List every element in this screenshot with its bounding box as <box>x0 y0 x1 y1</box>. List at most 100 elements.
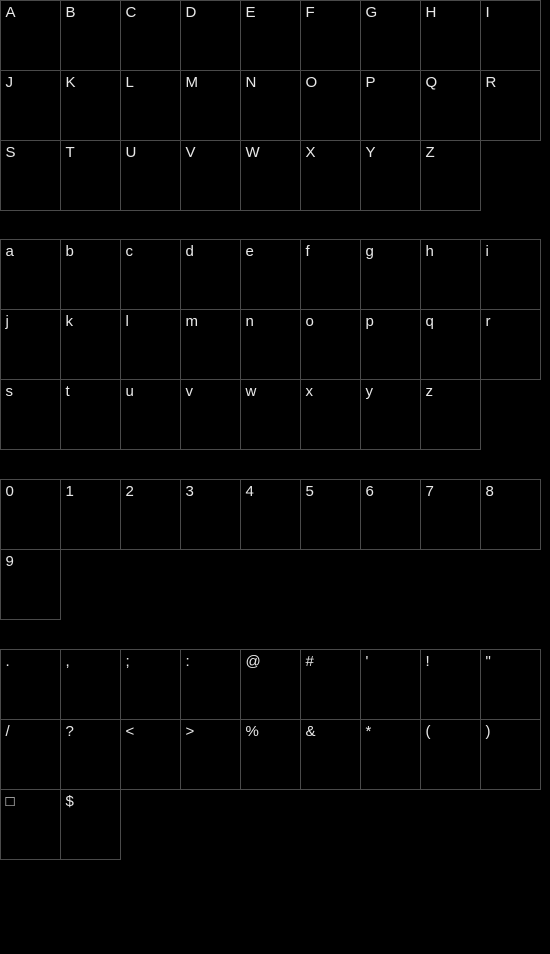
glyph-cell: ( <box>420 719 481 790</box>
glyph-cell: 3 <box>180 479 241 550</box>
glyph-char: < <box>126 724 135 739</box>
glyph-char: i <box>486 244 489 259</box>
glyph-cell: . <box>0 649 61 720</box>
glyph-cell: e <box>240 239 301 310</box>
glyph-cell: G <box>360 0 421 71</box>
glyph-cell: % <box>240 719 301 790</box>
glyph-cell: i <box>480 239 541 310</box>
glyph-char: k <box>66 314 74 329</box>
glyph-cell: t <box>60 379 121 450</box>
glyph-cell: 4 <box>240 479 301 550</box>
glyph-char: A <box>6 5 16 20</box>
glyph-char: H <box>426 5 437 20</box>
glyph-char: J <box>6 75 14 90</box>
glyph-cell: E <box>240 0 301 71</box>
glyph-char: G <box>366 5 378 20</box>
glyph-cell: U <box>120 140 181 211</box>
glyph-char: p <box>366 314 374 329</box>
glyph-cell: Q <box>420 70 481 141</box>
glyph-char: 1 <box>66 484 74 499</box>
glyph-char: ! <box>426 654 430 669</box>
glyph-cell: r <box>480 309 541 380</box>
glyph-cell: □ <box>0 789 61 860</box>
glyph-cell: ; <box>120 649 181 720</box>
glyph-char: S <box>6 145 16 160</box>
glyph-char: & <box>306 724 316 739</box>
glyph-char: Z <box>426 145 435 160</box>
glyph-char: 3 <box>186 484 194 499</box>
glyph-cell: n <box>240 309 301 380</box>
glyph-char: , <box>66 654 70 669</box>
glyph-char: z <box>426 384 434 399</box>
glyph-section-uppercase: ABCDEFGHIJKLMNOPQRSTUVWXYZ <box>0 0 549 210</box>
glyph-cell: X <box>300 140 361 211</box>
glyph-cell: W <box>240 140 301 211</box>
glyph-char: @ <box>246 654 261 669</box>
glyph-cell: > <box>180 719 241 790</box>
glyph-char: N <box>246 75 257 90</box>
glyph-cell: 6 <box>360 479 421 550</box>
glyph-cell: k <box>60 309 121 380</box>
glyph-cell: J <box>0 70 61 141</box>
glyph-char: ; <box>126 654 130 669</box>
glyph-cell: L <box>120 70 181 141</box>
glyph-char: q <box>426 314 434 329</box>
glyph-char: m <box>186 314 199 329</box>
glyph-char: x <box>306 384 314 399</box>
glyph-char: d <box>186 244 194 259</box>
glyph-cell: K <box>60 70 121 141</box>
glyph-char: X <box>306 145 316 160</box>
glyph-cell: z <box>420 379 481 450</box>
glyph-char: L <box>126 75 134 90</box>
glyph-cell: # <box>300 649 361 720</box>
glyph-cell: F <box>300 0 361 71</box>
glyph-char: w <box>246 384 257 399</box>
glyph-char: 6 <box>366 484 374 499</box>
glyph-char: . <box>6 654 10 669</box>
glyph-cell: A <box>0 0 61 71</box>
glyph-cell: 7 <box>420 479 481 550</box>
glyph-cell: < <box>120 719 181 790</box>
glyph-cell: M <box>180 70 241 141</box>
glyph-char: v <box>186 384 194 399</box>
glyph-cell: Z <box>420 140 481 211</box>
glyph-char: > <box>186 724 195 739</box>
glyph-char: e <box>246 244 254 259</box>
glyph-char: ( <box>426 724 431 739</box>
glyph-cell: m <box>180 309 241 380</box>
glyph-cell: l <box>120 309 181 380</box>
glyph-cell: u <box>120 379 181 450</box>
glyph-char: 4 <box>246 484 254 499</box>
glyph-char: M <box>186 75 199 90</box>
glyph-char: 8 <box>486 484 494 499</box>
glyph-cell: 8 <box>480 479 541 550</box>
glyph-char: E <box>246 5 256 20</box>
glyph-char: ? <box>66 724 74 739</box>
glyph-char: u <box>126 384 134 399</box>
glyph-cell: y <box>360 379 421 450</box>
glyph-cell: h <box>420 239 481 310</box>
glyph-cell: R <box>480 70 541 141</box>
glyph-cell: C <box>120 0 181 71</box>
glyph-char: W <box>246 145 260 160</box>
glyph-cell: N <box>240 70 301 141</box>
glyph-char: g <box>366 244 374 259</box>
glyph-cell: 9 <box>0 549 61 620</box>
glyph-char: f <box>306 244 310 259</box>
glyph-cell: w <box>240 379 301 450</box>
glyph-char: ' <box>366 654 369 669</box>
glyph-cell: Y <box>360 140 421 211</box>
glyph-cell: q <box>420 309 481 380</box>
glyph-char: V <box>186 145 196 160</box>
glyph-char: R <box>486 75 497 90</box>
glyph-char: % <box>246 724 259 739</box>
glyph-cell: ' <box>360 649 421 720</box>
glyph-char: 9 <box>6 554 14 569</box>
glyph-char: c <box>126 244 134 259</box>
glyph-cell: f <box>300 239 361 310</box>
glyph-char: U <box>126 145 137 160</box>
glyph-char: h <box>426 244 434 259</box>
glyph-char: y <box>366 384 374 399</box>
glyph-cell: * <box>360 719 421 790</box>
glyph-cell: s <box>0 379 61 450</box>
